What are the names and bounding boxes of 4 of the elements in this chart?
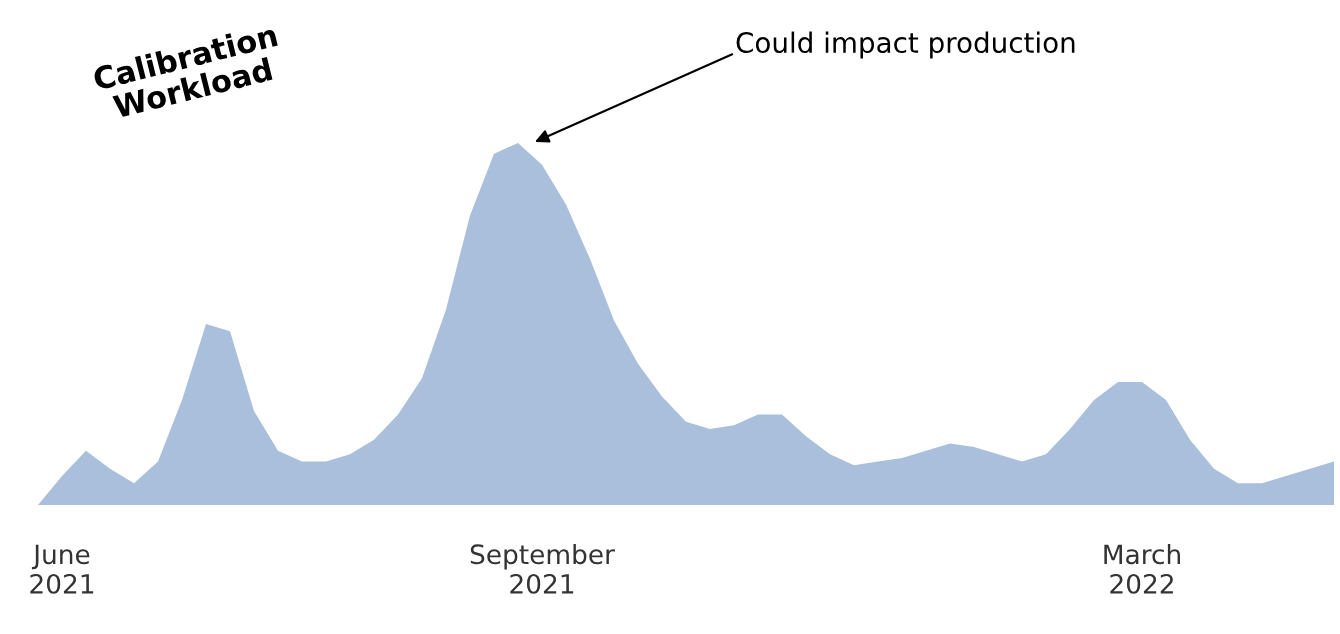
text: Could impact production [736,31,1075,59]
x-tick-label: June 2021 [30,544,94,594]
x-tick-label: September 2021 [470,543,615,594]
x-tick-label: March 2022 [1104,543,1180,594]
